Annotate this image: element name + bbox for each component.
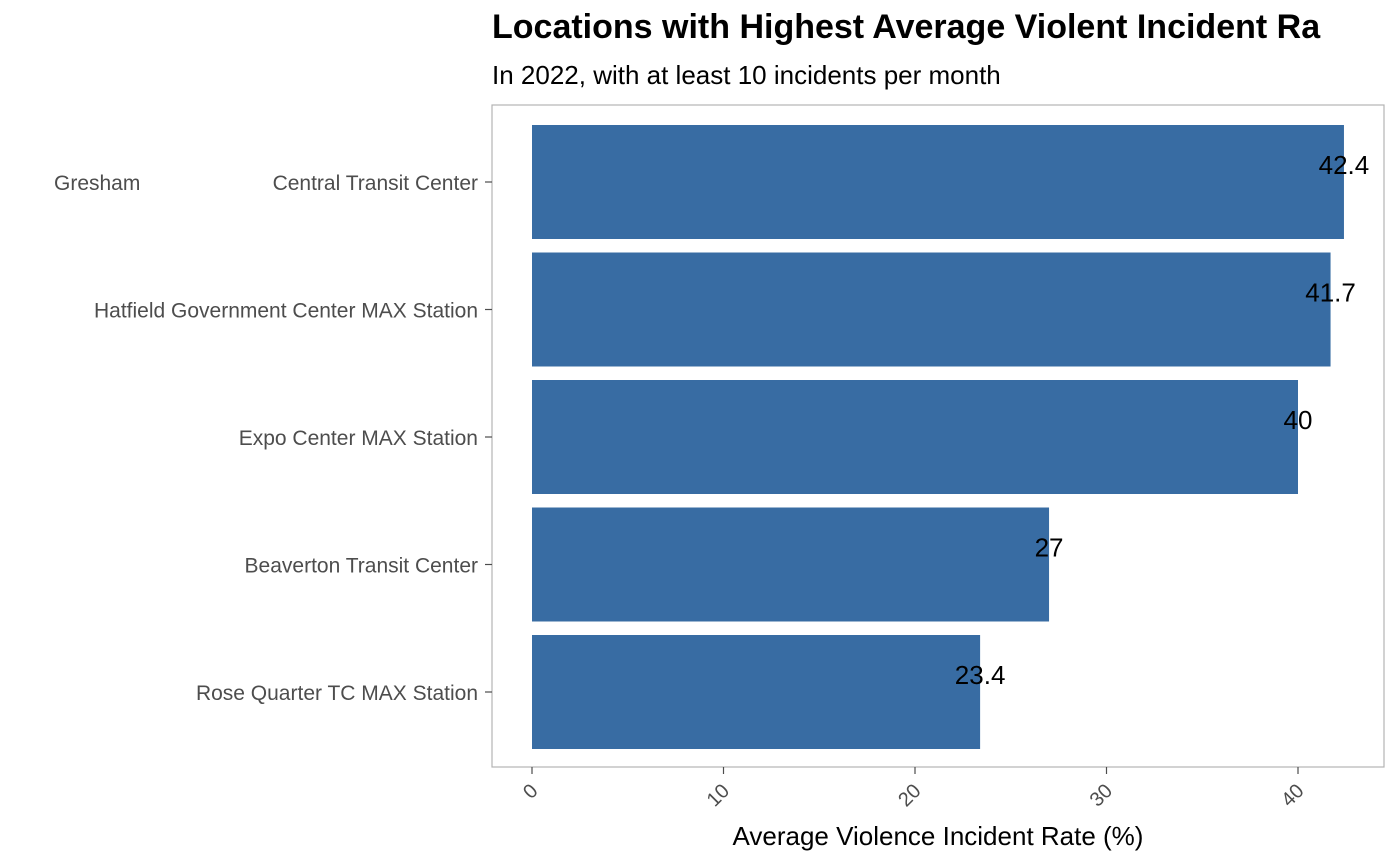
x-tick-label: 40 — [1277, 780, 1308, 811]
data-label: 42.4 — [1319, 150, 1370, 180]
bar — [532, 507, 1050, 622]
x-tick-label: 0 — [519, 780, 542, 803]
bar — [532, 635, 981, 749]
plot-panel — [491, 104, 1385, 768]
x-tick-label: 10 — [703, 780, 734, 811]
y-tick-label: Hatfield Government Center MAX Station — [94, 300, 478, 323]
x-tick-label: 30 — [1086, 780, 1117, 811]
bar — [532, 380, 1298, 494]
y-tick-label: Central Transit Center — [273, 172, 478, 195]
y-tick-label-prefix: Gresham — [54, 172, 140, 195]
y-tick-label: Rose Quarter TC MAX Station — [196, 682, 478, 705]
chart-subtitle: In 2022, with at least 10 incidents per … — [492, 60, 1001, 90]
chart-title: Locations with Highest Average Violent I… — [492, 8, 1321, 46]
data-label: 23.4 — [955, 660, 1006, 690]
bar — [532, 125, 1344, 239]
data-label: 41.7 — [1305, 278, 1356, 308]
y-tick-label: Expo Center MAX Station — [239, 427, 478, 450]
data-label: 27 — [1035, 533, 1064, 563]
x-axis-title: Average Violence Incident Rate (%) — [733, 821, 1144, 851]
x-tick-label: 20 — [894, 780, 925, 811]
data-label: 40 — [1284, 405, 1313, 435]
y-tick-label: Beaverton Transit Center — [245, 555, 478, 578]
bar — [532, 252, 1331, 367]
